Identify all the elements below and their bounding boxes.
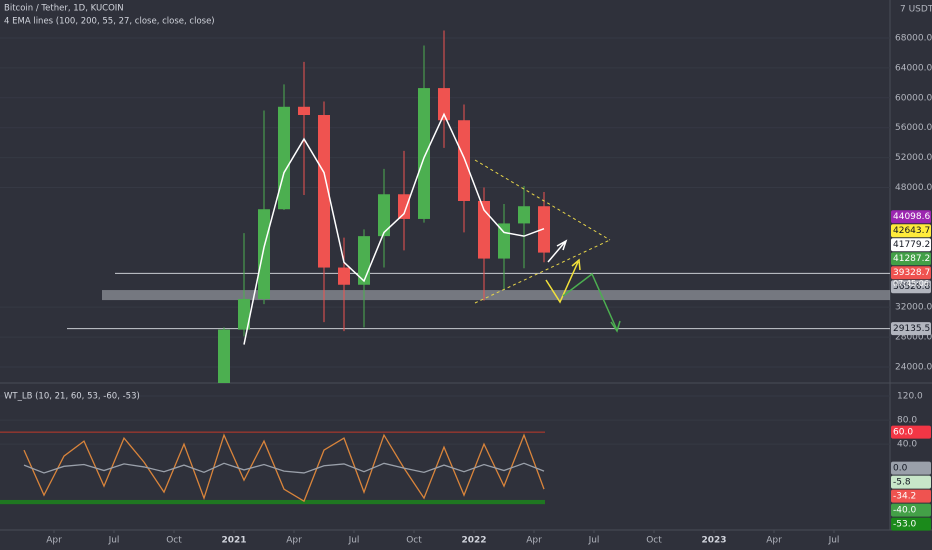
price-badge-label: -40.0 [893, 506, 917, 516]
price-badge [891, 322, 931, 336]
x-tick-label: Oct [646, 536, 662, 546]
price-badge [891, 425, 931, 439]
oscillator-pane [0, 395, 890, 505]
y-tick-label: 52000.0 [895, 153, 932, 163]
price-badge-label: 0.0 [893, 464, 908, 474]
y-tick-label: 40.0 [897, 440, 917, 450]
chart-title: Bitcoin / Tether, 1D, KUCOIN [4, 4, 124, 14]
x-tick-label: 2022 [461, 536, 486, 546]
y-tick-label: 32000.0 [895, 303, 932, 313]
oscillator-line [23, 433, 545, 503]
price-badge [891, 224, 931, 238]
price-badge [891, 503, 931, 517]
arrow-white-head [556, 239, 568, 251]
candle-body [318, 115, 330, 268]
price-badge-label: -34.2 [893, 492, 916, 502]
price-badge [891, 280, 931, 294]
unit-label: 7 USDT [900, 5, 932, 15]
oversold-band [0, 499, 545, 505]
arrow-white [547, 241, 566, 263]
arrow-yellow [545, 261, 579, 304]
price-badge-label: 29135.5 [893, 324, 930, 334]
price-badge-label: -5.8 [893, 478, 911, 488]
x-tick-label: Oct [406, 536, 422, 546]
price-badge [891, 475, 931, 489]
drawings [474, 159, 621, 333]
price-badge [891, 461, 931, 475]
price-badge [891, 489, 931, 503]
x-tick-label: Jul [348, 536, 360, 546]
ema-line [243, 112, 545, 345]
y-tick-label: 80.0 [897, 416, 917, 426]
triangle-upper [474, 159, 611, 241]
candle-body [298, 106, 310, 116]
x-tick-label: 2021 [221, 536, 246, 546]
candle-body [278, 106, 290, 210]
price-badge [891, 210, 931, 224]
y-tick-label: 28000.0 [895, 333, 932, 343]
price-badge-label: 36526.8 [893, 282, 930, 292]
triangle-lower [474, 239, 611, 304]
candle-body [218, 329, 230, 383]
price-badge-label: 44098.6 [893, 212, 930, 222]
oscillator-line [23, 462, 545, 474]
candle-body [378, 194, 390, 237]
price-badge-label: 39328.7 [893, 268, 930, 278]
x-tick-label: Apr [46, 536, 62, 546]
price-badge [891, 238, 931, 252]
price-pane [0, 30, 890, 383]
x-tick-label: Apr [286, 536, 302, 546]
x-tick-label: Jul [588, 536, 600, 546]
candle-body [518, 206, 530, 224]
x-tick-label: Apr [766, 536, 782, 546]
price-badge-label: 42643.7 [893, 226, 930, 236]
x-tick-label: Apr [526, 536, 542, 546]
price-badge-label: -53.0 [893, 520, 917, 530]
candle-body [438, 88, 450, 121]
candle-body [238, 298, 250, 330]
y-tick-label: 64000.0 [895, 63, 932, 73]
price-badge-label: 41779.2 [893, 240, 930, 250]
oscillator-title: WT_LB (10, 21, 60, 53, -60, -53) [4, 392, 140, 402]
price-badge-label: 41287.2 [893, 254, 930, 264]
y-tick-label: 60000.0 [895, 93, 932, 103]
countdown: 07:45:06 [893, 279, 929, 288]
arrow-yellow-head [571, 258, 581, 271]
price-badge-label: 60.0 [893, 428, 913, 438]
price-badge [891, 252, 931, 266]
y-tick-label: 48000.0 [895, 183, 932, 193]
price-badge [891, 517, 931, 531]
support-zone [102, 290, 890, 301]
y-tick-label: 120.0 [897, 392, 923, 402]
candle-body [478, 200, 490, 259]
arrow-green [562, 272, 618, 331]
x-tick-label: Oct [166, 536, 182, 546]
x-tick-label: Jul [108, 536, 120, 546]
indicator-title: 4 EMA lines (100, 200, 55, 27, close, cl… [4, 17, 215, 27]
x-tick-label: Jul [828, 536, 840, 546]
candle-body [258, 209, 270, 299]
candle-body [398, 194, 410, 219]
y-tick-label: 56000.0 [895, 123, 932, 133]
y-tick-label: 68000.0 [895, 33, 932, 43]
y-tick-label: 24000.0 [895, 362, 932, 372]
arrow-green-head [610, 320, 621, 333]
candle-body [418, 88, 430, 219]
candle-body [458, 120, 470, 201]
candle-body [338, 267, 350, 285]
x-tick-label: 2023 [701, 536, 726, 546]
price-badge [891, 266, 931, 280]
